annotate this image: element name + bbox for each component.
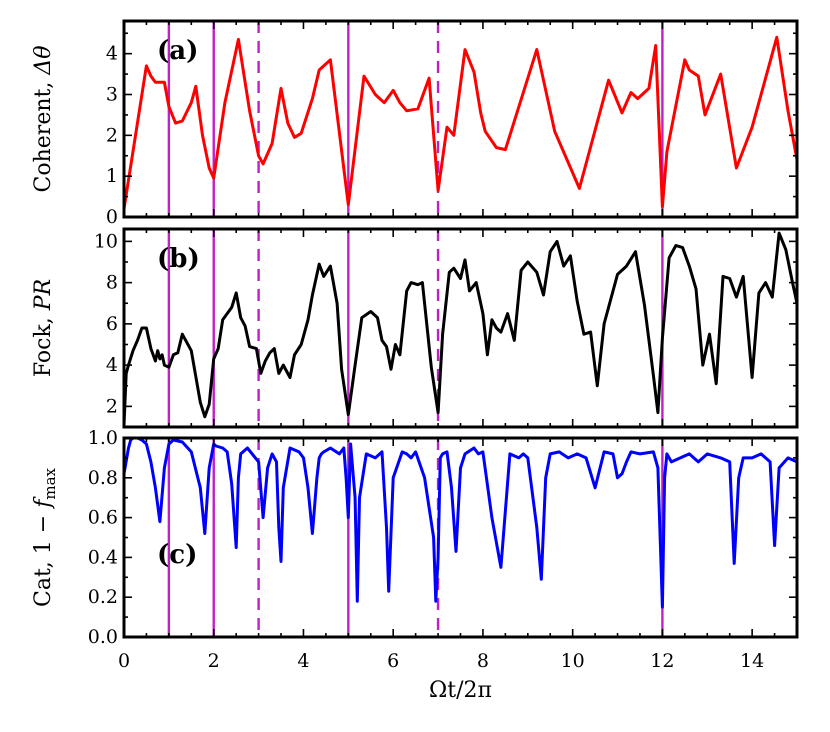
- x-tick-label: 10: [561, 650, 585, 672]
- panel-0: 0 1 2 3 4 (a) Coherent, Δθ: [31, 19, 799, 228]
- panel-2: 0.0 0.2 0.4 0.6 0.8 1.0 (c) Cat, 1 − fmax: [31, 427, 799, 648]
- panel-1: 2 4 6 8 10 (b) Fock, PR: [31, 227, 799, 429]
- axes-frame-0: [122, 19, 799, 219]
- axes-frame-1: [122, 227, 799, 429]
- y-tick-label: 3: [106, 84, 118, 106]
- panel-tag-0: (a): [157, 36, 198, 66]
- y-axis-label-2: Cat, 1 − fmax: [31, 467, 59, 607]
- y-tick-label: 0: [106, 206, 118, 228]
- panel-tag-2: (c): [157, 540, 197, 570]
- y-tick-label: 1.0: [88, 427, 118, 449]
- x-axis-label: Ωt/2π: [429, 678, 492, 703]
- y-axis-label-0: Coherent, Δθ: [31, 46, 56, 193]
- x-tick-label: 8: [477, 650, 489, 672]
- y-tick-label: 2: [106, 395, 118, 417]
- y-tick-label: 0.8: [88, 467, 118, 489]
- y-tick-label: 0.0: [88, 626, 118, 648]
- y-tick-label: 4: [106, 354, 118, 376]
- x-tick-label: 2: [208, 650, 220, 672]
- y-tick-label: 0.4: [88, 546, 118, 568]
- x-tick-label: 6: [387, 650, 399, 672]
- y-tick-label: 10: [94, 230, 118, 252]
- x-tick-label: 14: [740, 650, 764, 672]
- y-tick-label: 0.6: [88, 507, 118, 529]
- y-tick-label: 4: [106, 43, 118, 65]
- x-tick-label: 0: [118, 650, 130, 672]
- y-tick-label: 2: [106, 124, 118, 146]
- y-tick-label: 6: [106, 313, 118, 335]
- y-tick-label: 8: [106, 272, 118, 294]
- series-line-2: [124, 438, 797, 609]
- y-tick-label: 0.2: [88, 586, 118, 608]
- y-tick-label: 1: [106, 165, 118, 187]
- series-line-0: [124, 35, 797, 211]
- panel-tag-1: (b): [157, 244, 200, 274]
- x-tick-label: 4: [297, 650, 309, 672]
- x-tick-label: 12: [650, 650, 674, 672]
- series-line-1: [124, 231, 797, 427]
- y-axis-label-1: Fock, PR: [31, 279, 56, 377]
